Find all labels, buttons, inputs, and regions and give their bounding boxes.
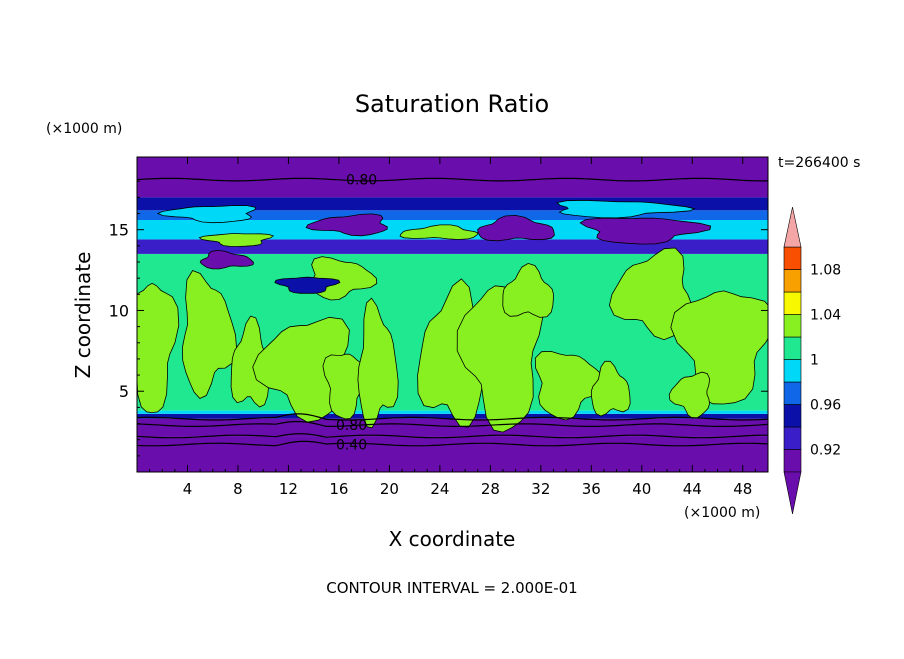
colorbar-tick-label: 1.04	[810, 308, 841, 324]
contour-line	[137, 177, 768, 182]
colorbar-tick-label: 1.08	[810, 263, 841, 279]
upper-region	[399, 224, 479, 240]
upper-region	[477, 214, 555, 242]
x-tick-label: 24	[430, 480, 449, 498]
upper-region	[199, 249, 255, 270]
field-band	[137, 436, 768, 472]
field-band	[137, 210, 768, 220]
colorbar-segment	[783, 314, 802, 338]
field-band	[137, 413, 768, 419]
contour-line	[137, 413, 768, 421]
cloud-region	[322, 353, 371, 420]
contour-label: 0.80	[346, 173, 377, 189]
x-tick-label: 16	[329, 480, 348, 498]
colorbar-segment	[783, 246, 802, 270]
upper-region	[198, 233, 275, 247]
field-band	[137, 239, 768, 254]
field-band	[137, 418, 768, 437]
time-label: t=266400 s	[778, 155, 860, 171]
cloud-region	[137, 282, 180, 414]
field-band	[137, 157, 768, 198]
y-tick-label: 10	[109, 301, 129, 320]
contour-line	[137, 420, 768, 427]
x-tick-label: 44	[683, 480, 702, 498]
colorbar-tick-label: 1	[810, 353, 819, 369]
x-tick-label: 4	[183, 480, 193, 498]
plot-area	[137, 157, 768, 472]
colorbar-segment	[783, 404, 802, 428]
colorbar-under-arrow	[783, 471, 802, 515]
contour-line	[137, 433, 768, 439]
chart-title: Saturation Ratio	[355, 90, 549, 118]
y-tick-label: 5	[119, 382, 129, 401]
colorbar-segment	[783, 359, 802, 383]
x-tick-label: 36	[582, 480, 601, 498]
cloud-region	[357, 297, 399, 429]
x-tick-label: 32	[531, 480, 550, 498]
colorbar-tick-label: 0.92	[810, 443, 841, 459]
y-axis-label: Z coordinate	[71, 252, 95, 379]
cloud-region	[230, 315, 271, 408]
cloud-region	[534, 350, 606, 421]
y-unit-label: (×1000 m)	[46, 121, 122, 137]
x-tick-label: 20	[380, 480, 399, 498]
upper-region	[274, 276, 341, 294]
colorbar-tick-label: 0.96	[810, 398, 841, 414]
x-tick-label: 28	[481, 480, 500, 498]
upper-region	[305, 213, 388, 237]
cloud-region	[670, 290, 768, 405]
x-tick-label: 12	[279, 480, 298, 498]
x-tick-label: 8	[233, 480, 243, 498]
contour-labels: 0.80 0.80 0.40	[336, 173, 377, 454]
colorbar: 0.92 0.96 1 1.04 1.08	[783, 206, 841, 515]
contour-label: 0.40	[336, 438, 367, 454]
colorbar-segment	[783, 269, 802, 293]
cloud-region	[502, 262, 554, 318]
colorbar-segment	[783, 381, 802, 405]
contour-label: 0.80	[336, 418, 367, 434]
y-tick-label: 15	[109, 221, 129, 240]
x-axis: 4 8 12 16 20 24 28 32 36 40 44 48	[149, 157, 756, 498]
x-tick-label: 48	[733, 480, 752, 498]
upper-region	[556, 199, 696, 219]
upper-region	[156, 205, 257, 224]
cloud-region	[590, 360, 631, 417]
contour-interval-footer: CONTOUR INTERVAL = 2.000E-01	[326, 579, 577, 597]
x-axis-label: X coordinate	[389, 527, 516, 551]
cloud-region	[182, 270, 238, 399]
upper-region	[579, 217, 712, 245]
cloud-region	[668, 371, 711, 419]
colorbar-segment	[783, 336, 802, 360]
x-tick-label: 40	[632, 480, 651, 498]
x-unit-label: (×1000 m)	[684, 505, 760, 521]
colorbar-segment	[783, 291, 802, 315]
colorbar-segment	[783, 449, 802, 473]
colorbar-over-arrow	[783, 206, 802, 248]
y-axis: 5 10 15	[109, 180, 768, 457]
colorbar-segment	[783, 426, 802, 450]
contour-line	[137, 440, 768, 447]
cloud-region	[252, 316, 350, 423]
